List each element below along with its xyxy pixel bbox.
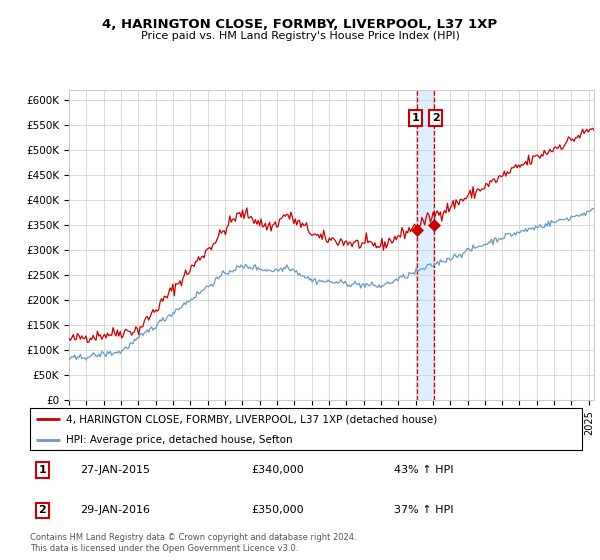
- Text: 37% ↑ HPI: 37% ↑ HPI: [394, 505, 454, 515]
- Text: 1: 1: [412, 113, 419, 123]
- Text: 43% ↑ HPI: 43% ↑ HPI: [394, 465, 454, 475]
- Bar: [417, 90, 434, 400]
- Text: £340,000: £340,000: [251, 465, 304, 475]
- Text: 2: 2: [38, 505, 46, 515]
- Text: 27-JAN-2015: 27-JAN-2015: [80, 465, 149, 475]
- Text: 2: 2: [432, 113, 440, 123]
- Text: £350,000: £350,000: [251, 505, 304, 515]
- Text: Contains HM Land Registry data © Crown copyright and database right 2024.
This d: Contains HM Land Registry data © Crown c…: [30, 533, 356, 553]
- Text: HPI: Average price, detached house, Sefton: HPI: Average price, detached house, Seft…: [66, 436, 293, 445]
- Text: Price paid vs. HM Land Registry's House Price Index (HPI): Price paid vs. HM Land Registry's House …: [140, 31, 460, 41]
- Text: 4, HARINGTON CLOSE, FORMBY, LIVERPOOL, L37 1XP: 4, HARINGTON CLOSE, FORMBY, LIVERPOOL, L…: [103, 18, 497, 31]
- Text: 29-JAN-2016: 29-JAN-2016: [80, 505, 149, 515]
- Text: 1: 1: [38, 465, 46, 475]
- Text: 4, HARINGTON CLOSE, FORMBY, LIVERPOOL, L37 1XP (detached house): 4, HARINGTON CLOSE, FORMBY, LIVERPOOL, L…: [66, 414, 437, 424]
